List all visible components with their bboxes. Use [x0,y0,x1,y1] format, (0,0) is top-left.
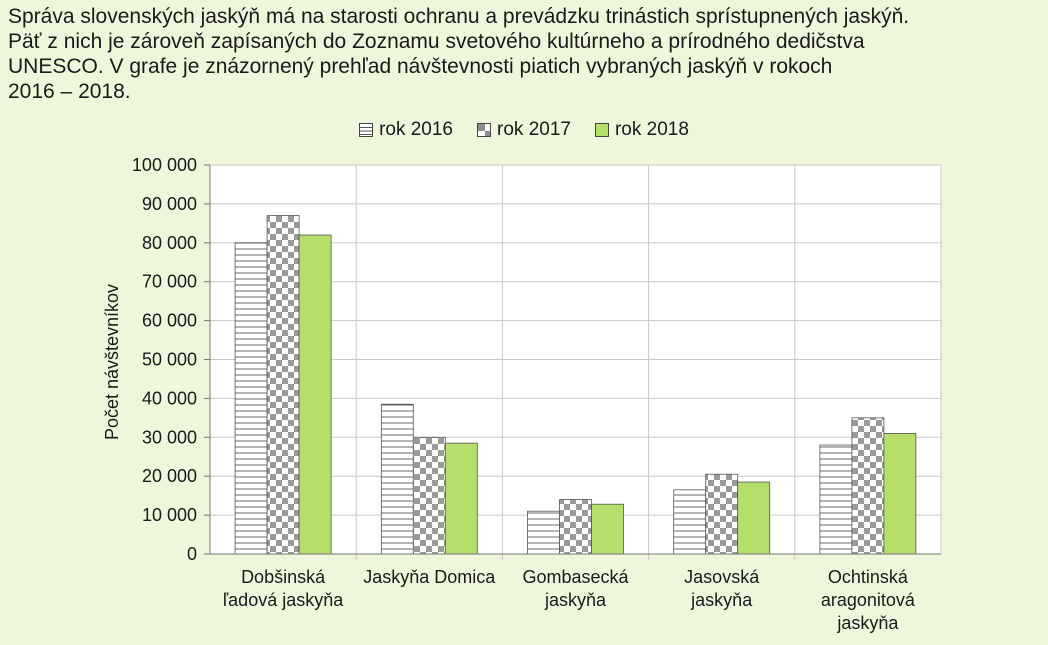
intro-line: UNESCO. V grafe je znázornený prehľad ná… [8,55,833,78]
bar-rok-2016-4 [819,444,853,555]
y-tick-label: 60 000 [142,311,197,331]
bars [234,215,917,555]
bar-rok-2017-0 [266,215,300,555]
legend-label: rok 2018 [614,119,689,140]
x-category-label: ľadová jaskyňa [223,590,344,610]
y-tick-labels: 0 10 000 20 000 30 000 40 000 50 000 60 000 70 … [132,155,197,564]
bar-rok-2017-2 [559,499,592,555]
bar-rok-2018-0 [298,234,332,555]
y-axis-label: Počet návštevníkov [102,284,122,440]
bar-rok-2017-4 [851,417,885,555]
bar-rok-2017-1 [412,436,446,555]
axes [204,164,941,555]
y-tick-label: 70 000 [142,272,197,292]
legend-label: rok 2017 [497,119,571,140]
x-category-label: jaskyňa [836,613,899,633]
x-category-label: Gombasecká [522,567,629,587]
x-category-label: jaskyňa [690,590,753,610]
x-category-labels: Dobšinská ľadová jaskyňa Jaskyňa Domica Gom… [223,567,916,633]
y-tick-label: 40 000 [142,388,197,408]
y-tick-label: 0 [187,544,197,564]
bar-rok-2017-3 [705,473,739,555]
legend-swatch-green [594,123,609,137]
bar-rok-2016-0 [234,242,268,555]
bar-rok-2018-3 [737,481,771,555]
x-category-label: Ochtinská [828,567,909,587]
x-category-label: Jasovská [684,567,760,587]
y-tick-label: 80 000 [142,233,197,253]
y-tick-label: 90 000 [142,194,197,214]
x-category-label: aragonitová [821,590,916,610]
y-tick-label: 50 000 [142,350,197,370]
bar-rok-2018-2 [591,503,624,555]
legend-label: rok 2016 [379,119,454,140]
x-category-label: Dobšinská [241,567,326,587]
y-tick-label: 30 000 [142,427,197,447]
legend-swatch-lines [359,123,374,137]
intro-line: Správa slovenských jaskýň má na starosti… [8,5,910,28]
bar-rok-2016-1 [380,403,414,555]
bar-rok-2018-4 [883,433,917,555]
bar-rok-2016-2 [527,510,560,555]
legend-swatch-checker [477,123,492,137]
x-category-label: Jaskyňa Domica [363,567,496,587]
y-tick-label: 100 000 [132,155,197,175]
legend-item-2018: rok 2018 [594,119,689,141]
chart-legend: rok 2016 rok 2017 rok 2018 [0,119,1048,141]
intro-line: Päť z nich je zároveň zapísaných do Zozn… [8,30,865,53]
bar-rok-2018-1 [444,442,478,555]
legend-item-2017: rok 2017 [477,119,571,141]
intro-line: 2016 – 2018. [8,80,131,103]
intro-text: Správa slovenských jaskýň má na starosti… [8,4,1040,104]
x-category-label: jaskyňa [544,590,607,610]
y-tick-label: 20 000 [142,466,197,486]
bar-rok-2016-3 [673,489,707,555]
legend-item-2016: rok 2016 [359,119,453,141]
y-tick-label: 10 000 [142,505,197,525]
